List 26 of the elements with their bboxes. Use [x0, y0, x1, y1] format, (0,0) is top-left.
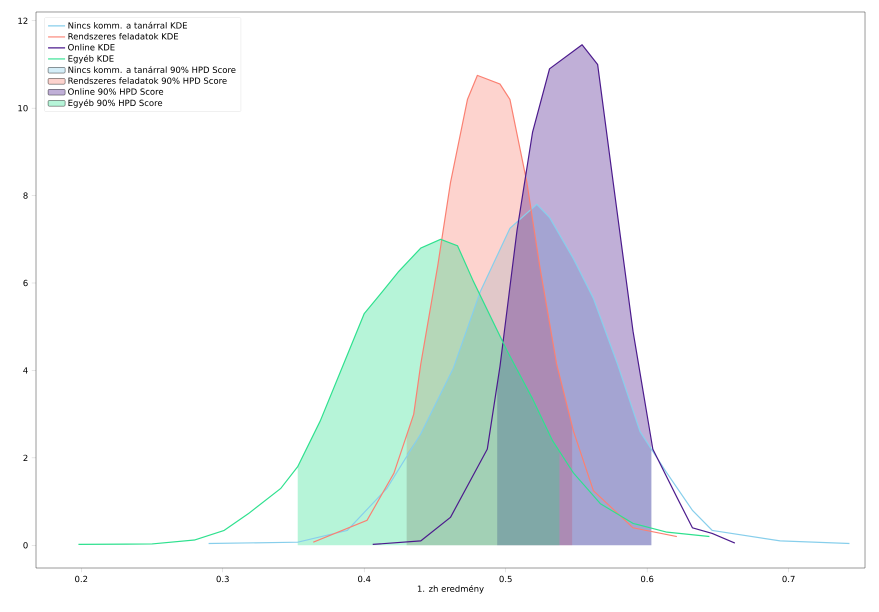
x-tick-label: 0.3 [216, 576, 229, 582]
x-tick-label: 0.7 [782, 576, 795, 582]
y-tick-label: 10 [18, 104, 28, 112]
x-tick-label: 0.5 [500, 576, 512, 582]
legend-label: Rendszeres feladatok KDE [68, 32, 178, 40]
legend-label: Online KDE [68, 44, 115, 50]
legend-label: Nincs komm. a tanárral KDE [68, 22, 187, 29]
x-axis-title: 1. zh eredmény [418, 585, 484, 594]
x-tick-label: 0.4 [358, 576, 370, 582]
y-tick-label: 2 [23, 454, 28, 461]
legend-label: Egyéb KDE [68, 54, 114, 64]
y-tick-label: 0 [23, 542, 28, 548]
y-tick-label: 4 [23, 367, 28, 374]
legend-label: Rendszeres feladatok 90% HPD Score [68, 77, 227, 84]
y-tick-label: 12 [18, 18, 28, 24]
x-tick-label: 0.6 [640, 576, 654, 582]
y-tick-label: 8 [23, 192, 28, 199]
legend-label: Egyéb 90% HPD Score [68, 99, 162, 108]
y-tick-label: 6 [23, 280, 28, 286]
x-tick-label: 0.2 [75, 576, 88, 582]
line-series [78, 238, 710, 545]
line-series [372, 44, 736, 545]
legend-label: Nincs komm. a tanárral 90% HPD Score [68, 66, 236, 73]
line-series [208, 204, 850, 544]
legend-label: Online 90% HPD Score [68, 88, 164, 95]
line-series [312, 74, 678, 543]
